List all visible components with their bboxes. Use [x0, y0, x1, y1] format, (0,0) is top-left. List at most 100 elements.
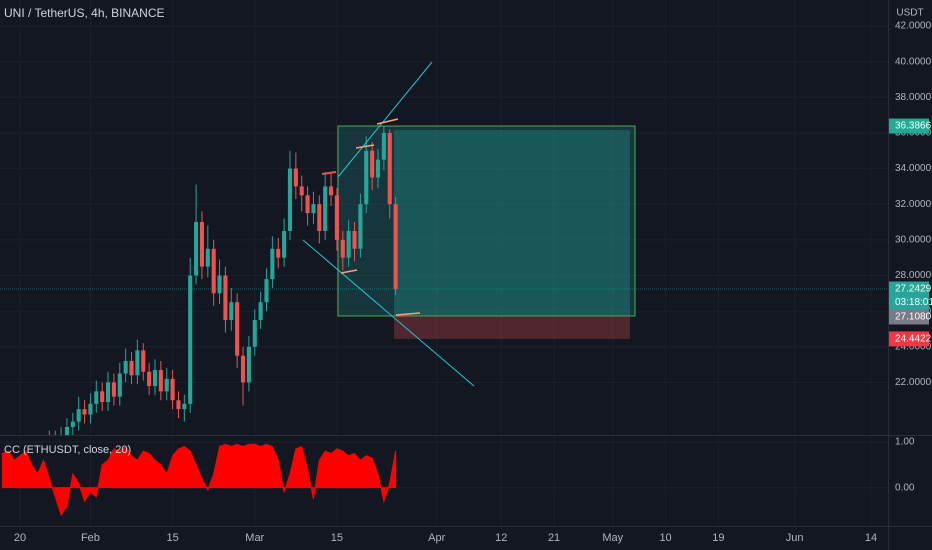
candle-body: [76, 409, 81, 422]
candle-body: [100, 391, 105, 403]
candle-body: [211, 248, 216, 294]
candle-body: [282, 230, 287, 258]
candle-body: [105, 382, 111, 403]
chart-title: UNI / TetherUS, 4h, BINANCE: [4, 6, 165, 20]
price-label-box: [889, 309, 929, 325]
candle-body: [358, 204, 363, 249]
candle-body: [123, 361, 128, 374]
x-tick-label: Feb: [81, 532, 100, 544]
candle-body: [88, 403, 93, 415]
candle-body: [194, 222, 199, 276]
y-tick-label: 40.0000: [895, 56, 932, 67]
candle-body: [64, 426, 70, 435]
price-label-box: [889, 118, 929, 134]
candle-body: [393, 204, 398, 290]
candle-body: [135, 350, 140, 376]
candle-body: [258, 302, 263, 321]
candle-body: [205, 248, 210, 267]
candle-body: [370, 150, 375, 178]
candle-body: [147, 371, 152, 386]
x-tick-label: 15: [166, 532, 178, 544]
candle-body: [352, 230, 357, 249]
candle-body: [270, 248, 275, 280]
x-tick-label: Apr: [428, 532, 445, 544]
marker: [321, 171, 337, 175]
candle-body: [340, 239, 345, 258]
axes: 20 Feb 15 Mar 15 Apr 12 21 May 10 19 Jun 14 22.0000 24…: [14, 21, 932, 544]
price-pane: [0, 125, 888, 435]
price-label: 27.1080: [895, 312, 932, 323]
candle-body: [329, 186, 334, 196]
candle-body: [276, 248, 281, 258]
candle-body: [299, 186, 304, 196]
candle-body: [94, 391, 99, 404]
candle-body: [240, 355, 246, 383]
y-tick-label: 24.0000: [895, 341, 932, 352]
profit-zone: [337, 125, 636, 317]
candle-body: [346, 230, 351, 258]
marker: [355, 144, 375, 149]
candle-body: [264, 279, 269, 303]
x-tick-label: 15: [331, 532, 343, 544]
candle-body: [293, 168, 298, 187]
candle-body: [246, 346, 251, 383]
price-label-box: [889, 331, 929, 347]
marker: [376, 118, 399, 125]
y-tick-label: 30.0000: [895, 235, 932, 246]
candle-body: [387, 132, 392, 205]
x-tick-label: Mar: [245, 532, 264, 544]
x-tick-label: 10: [659, 532, 671, 544]
candle-body: [158, 369, 163, 392]
y-tick-label: 34.0000: [895, 163, 932, 174]
x-tick-label: 21: [548, 532, 560, 544]
countdown: 03:18:01: [895, 297, 932, 308]
candle-body: [152, 369, 158, 386]
x-tick-label: 19: [712, 532, 724, 544]
candle-body: [70, 421, 75, 427]
candle-body: [170, 378, 175, 401]
candle-body: [164, 378, 169, 392]
candle-body: [217, 275, 222, 294]
y-tick-label: 0.00: [895, 482, 915, 493]
candle-body: [235, 302, 240, 356]
y-unit: USDT: [896, 8, 923, 19]
x-tick-label: May: [602, 532, 623, 544]
candle-body: [375, 159, 381, 178]
candle-body: [381, 132, 386, 160]
y-tick-label: 32.0000: [895, 199, 932, 210]
candle-body: [317, 204, 322, 231]
indicator-area: [1, 443, 397, 517]
candle-body: [305, 195, 310, 214]
loss-zone: [394, 315, 630, 339]
candle-body: [223, 275, 228, 321]
price-label: 36.3866: [895, 121, 932, 132]
y-tick-label: 42.0000: [895, 21, 932, 32]
candle-body: [117, 373, 122, 397]
candle-body: [323, 186, 328, 231]
candle-body: [364, 150, 369, 205]
candle-body: [199, 222, 204, 267]
candle-body: [141, 350, 146, 372]
candle-body: [182, 403, 187, 410]
candle-body: [188, 275, 193, 404]
trend-line: [337, 61, 433, 178]
price-label-box: [889, 281, 929, 310]
price-label: 27.2429: [895, 284, 932, 295]
x-tick-label: 14: [865, 532, 877, 544]
candle-body: [176, 400, 181, 410]
candle-body: [252, 320, 257, 347]
y-tick-label: 38.0000: [895, 92, 932, 103]
price-label: 24.4422: [895, 334, 932, 345]
indicator-pane: [1, 443, 397, 517]
y-tick-label: 1.00: [895, 437, 915, 448]
trend-line: [302, 239, 475, 387]
marker: [340, 269, 358, 274]
drawings: [302, 61, 475, 387]
x-tick-label: Jun: [786, 532, 804, 544]
x-tick-label: 12: [495, 532, 507, 544]
candle-body: [287, 168, 293, 231]
candle-body: [229, 302, 234, 321]
y-tick-label: 28.0000: [895, 270, 932, 281]
